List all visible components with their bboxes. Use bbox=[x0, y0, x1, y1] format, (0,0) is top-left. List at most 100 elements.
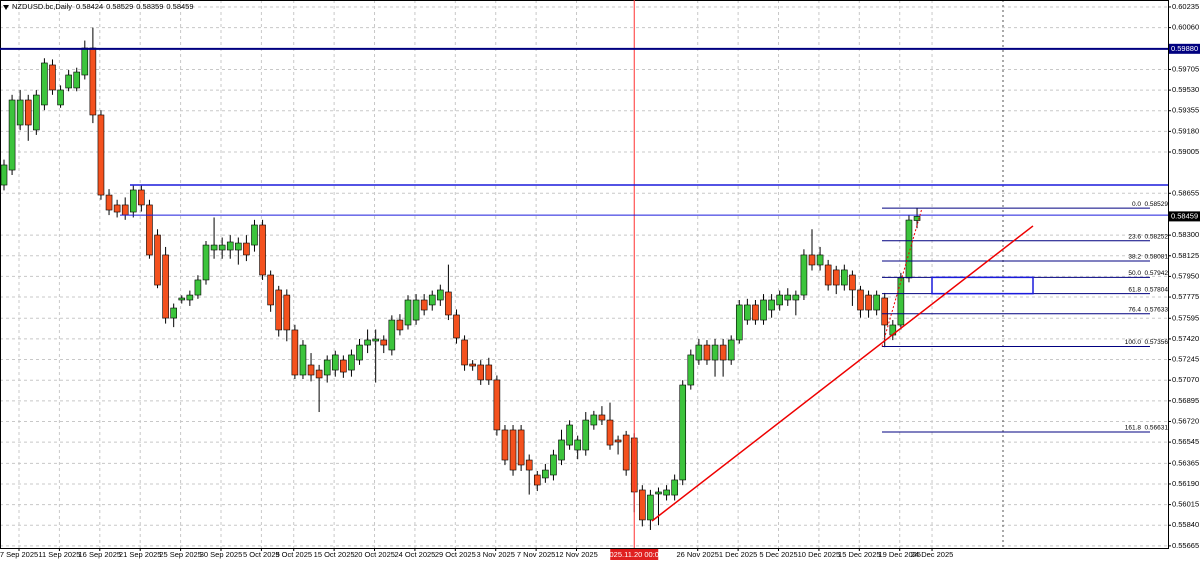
x-tick-label: 24 Oct 2025 bbox=[394, 550, 435, 559]
candle-body bbox=[687, 354, 695, 386]
price-tag-bg bbox=[1169, 43, 1200, 54]
candle-body bbox=[501, 429, 509, 461]
candle-body bbox=[251, 224, 258, 246]
candle-body bbox=[372, 338, 379, 342]
x-tick-label: 5 Oct 2025 bbox=[243, 550, 280, 559]
x-tick-label: 7 Sep 2025 bbox=[0, 550, 38, 559]
candle-body bbox=[582, 419, 590, 451]
y-tick-label: 0.56895 bbox=[1172, 396, 1199, 405]
x-tick-label: 5 Dec 2025 bbox=[759, 550, 797, 559]
x-tick-label: 11 Sep 2025 bbox=[38, 550, 80, 559]
y-tick-label: 0.58125 bbox=[1172, 251, 1199, 260]
candle-body bbox=[816, 254, 824, 266]
marks bbox=[0, 27, 921, 530]
y-tick-label: 0.59180 bbox=[1172, 126, 1199, 135]
y-tick-label: 0.57245 bbox=[1172, 355, 1199, 364]
symbol: NZDUSD.bc,Daily bbox=[12, 2, 72, 11]
candle-body bbox=[655, 491, 662, 495]
candle-body bbox=[105, 194, 113, 211]
candle-body bbox=[8, 99, 16, 171]
x-tick-label: 16 Sep 2025 bbox=[79, 550, 122, 559]
candle-body bbox=[663, 489, 670, 496]
candle-body bbox=[550, 454, 557, 476]
candle-body bbox=[315, 369, 323, 379]
candle-body bbox=[202, 244, 210, 281]
candle-body bbox=[16, 99, 24, 126]
candle-body bbox=[784, 294, 792, 301]
candle-body bbox=[735, 304, 743, 341]
candle-body bbox=[291, 329, 299, 376]
candle-body bbox=[913, 216, 921, 221]
x-tick-label: 29 Oct 2025 bbox=[435, 550, 476, 559]
candle-body bbox=[857, 289, 864, 311]
candle-body bbox=[711, 344, 719, 361]
candle-body bbox=[331, 354, 339, 371]
candle-body bbox=[671, 479, 678, 496]
candle-body bbox=[210, 244, 218, 251]
candle-body bbox=[445, 291, 452, 316]
candle-body bbox=[73, 71, 81, 89]
candle-body bbox=[849, 274, 856, 291]
candle-body bbox=[808, 254, 816, 266]
fibo-price-label: 0.58252 bbox=[1145, 234, 1169, 241]
fibo-level-label: 100.0 bbox=[1125, 339, 1142, 346]
y-tick-label: 0.56365 bbox=[1172, 458, 1199, 467]
candle-body bbox=[226, 241, 234, 251]
candle-body bbox=[477, 364, 485, 381]
candle-body bbox=[138, 189, 145, 206]
candle-body bbox=[679, 384, 687, 481]
x-tick-label: 26 Nov 2025 bbox=[676, 550, 719, 559]
fibo-level-label: 61.8 bbox=[1128, 286, 1141, 293]
candle-body bbox=[566, 424, 573, 446]
time-marker-label-bg bbox=[610, 549, 659, 560]
y-tick-label: 0.58300 bbox=[1172, 230, 1199, 239]
candle-body bbox=[299, 344, 307, 376]
candle-body bbox=[832, 269, 840, 286]
candle-body bbox=[41, 62, 48, 106]
bid-tag-bg bbox=[1169, 211, 1200, 222]
candle-body bbox=[170, 307, 177, 319]
x-tick-label: 10 Dec 2025 bbox=[798, 550, 841, 559]
x-tick-label: 25 Sep 2025 bbox=[159, 550, 202, 559]
candle-body bbox=[323, 359, 331, 376]
y-tick-label: 0.57775 bbox=[1172, 292, 1199, 301]
fibo-level-label: 38.2 bbox=[1128, 254, 1141, 261]
candle-body bbox=[905, 219, 913, 279]
menu-triangle[interactable] bbox=[3, 5, 9, 10]
zone-box bbox=[931, 276, 1034, 295]
candle-body bbox=[243, 242, 250, 256]
candle-body bbox=[881, 297, 889, 326]
fibo-level-label: 50.0 bbox=[1128, 270, 1141, 277]
candle-body bbox=[81, 47, 89, 76]
candle-body bbox=[259, 224, 266, 276]
candle-body bbox=[113, 204, 121, 213]
candle-body bbox=[453, 314, 460, 339]
y-tick-label: 0.57950 bbox=[1172, 271, 1199, 280]
y-tick-label: 0.59355 bbox=[1172, 106, 1199, 115]
x-tick-label: 15 Dec 2025 bbox=[838, 550, 881, 559]
x-tick-label: 3 Nov 2025 bbox=[477, 550, 515, 559]
candle-body bbox=[744, 304, 751, 321]
x-tick-label: 30 Sep 2025 bbox=[200, 550, 243, 559]
x-tick-label: 24 Dec 2025 bbox=[911, 550, 954, 559]
candle-body bbox=[703, 344, 711, 361]
candle-body bbox=[178, 297, 186, 301]
candle-body bbox=[420, 299, 428, 311]
candle-body bbox=[800, 254, 808, 296]
y-tick-label: 0.59530 bbox=[1172, 85, 1199, 94]
candle-body bbox=[412, 299, 420, 321]
y-tick-label: 0.56720 bbox=[1172, 416, 1199, 425]
fibo-price-label: 0.58529 bbox=[1145, 201, 1169, 208]
fibo-level-label: 76.4 bbox=[1128, 307, 1141, 314]
y-tick-label: 0.57420 bbox=[1172, 334, 1199, 343]
candle-body bbox=[340, 359, 347, 373]
candle-body bbox=[24, 99, 32, 126]
candle-body bbox=[162, 254, 169, 319]
candle-body bbox=[146, 204, 153, 256]
y-tick-label: 0.59005 bbox=[1172, 147, 1199, 156]
candle-body bbox=[388, 319, 396, 351]
candle-body bbox=[517, 429, 525, 466]
price-tag: 0.59880 bbox=[1171, 44, 1198, 53]
